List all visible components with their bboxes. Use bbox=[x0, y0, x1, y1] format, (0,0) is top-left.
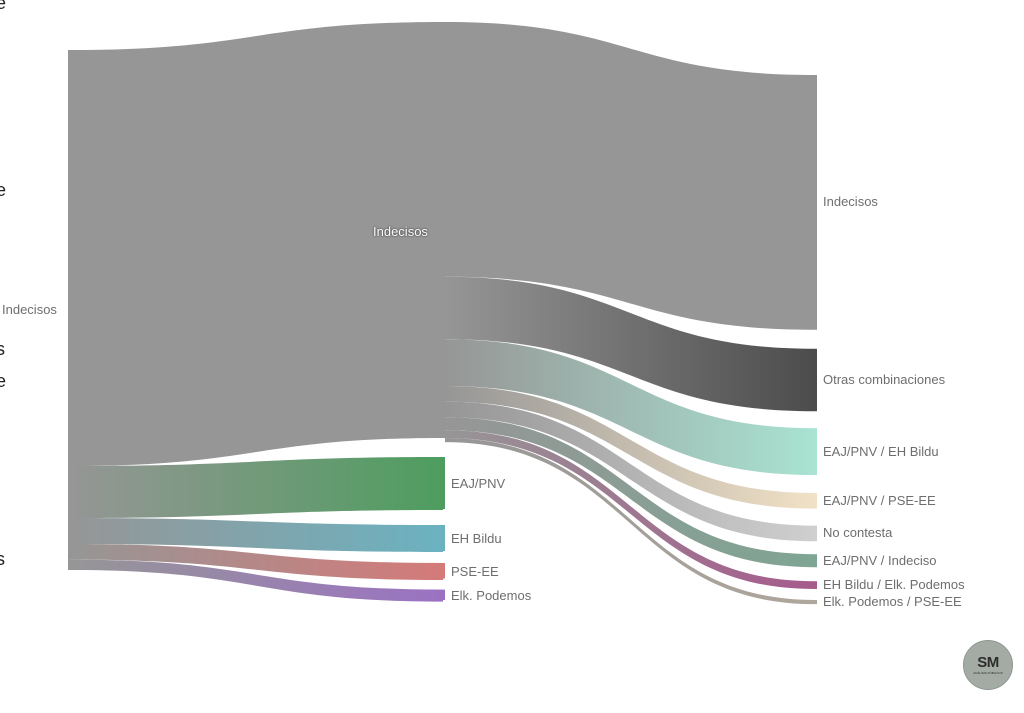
node-label-s0_indecisos: Indecisos bbox=[2, 302, 57, 317]
cropped-text-fragment: e bbox=[0, 371, 7, 391]
node-s2_otras bbox=[815, 348, 817, 412]
cropped-text-fragment: e bbox=[0, 180, 7, 200]
node-label-s2_bildu_pod: EH Bildu / Elk. Podemos bbox=[823, 577, 965, 593]
link-s1_indecisos-to-s2_pod_psee bbox=[445, 438, 815, 605]
link-s0_indecisos-to-s1_indecisos bbox=[70, 22, 443, 466]
link-s0_indecisos-to-s1_podemos bbox=[70, 559, 443, 602]
node-label-s1_eaj: EAJ/PNV bbox=[451, 475, 506, 491]
node-s2_eaj_bildu bbox=[815, 428, 817, 475]
cropped-text-fragment: e bbox=[0, 0, 7, 13]
node-label-s2_nc: No contesta bbox=[823, 525, 893, 541]
node-label-s2_eaj_ind: EAJ/PNV / Indeciso bbox=[823, 552, 937, 568]
node-label-s1_indecisos: Indecisos bbox=[373, 224, 428, 239]
link-s0_indecisos-to-s1_eaj bbox=[70, 457, 443, 518]
node-s1_podemos bbox=[443, 589, 445, 600]
node-s2_pod_psee bbox=[815, 600, 817, 605]
node-label-s1_bildu: EH Bildu bbox=[451, 530, 502, 546]
node-label-s1_podemos: Elk. Podemos bbox=[451, 587, 532, 603]
link-s1_indecisos-to-s2_otras bbox=[445, 276, 815, 412]
brand-logo: SM ANÁLISIS PÚBLICOS bbox=[963, 640, 1013, 690]
link-s1_indecisos-to-s2_bildu_pod bbox=[445, 430, 815, 589]
cropped-text-fragment: s bbox=[0, 339, 5, 359]
nodes-layer bbox=[68, 22, 817, 605]
node-label-s2_eaj_bildu: EAJ/PNV / EH Bildu bbox=[823, 443, 939, 459]
links-layer bbox=[70, 22, 815, 605]
cropped-text-fragment: s bbox=[0, 549, 5, 569]
node-s2_indecisos bbox=[815, 75, 817, 330]
node-s1_psee bbox=[443, 563, 445, 579]
link-s1_indecisos-to-s2_nc bbox=[445, 401, 815, 542]
link-s0_indecisos-to-s1_psee bbox=[70, 544, 443, 580]
link-s1_indecisos-to-s2_eaj_ind bbox=[445, 417, 815, 568]
logo-mark: SM bbox=[977, 654, 999, 671]
node-s2_nc bbox=[815, 525, 817, 542]
logo-subtext: ANÁLISIS PÚBLICOS bbox=[973, 671, 1003, 675]
node-s2_eaj_psee bbox=[815, 493, 817, 509]
link-s1_indecisos-to-s2_eaj_bildu bbox=[445, 339, 815, 475]
node-s2_bildu_pod bbox=[815, 581, 817, 589]
node-s0_indecisos bbox=[68, 50, 70, 570]
node-label-s2_eaj_psee: EAJ/PNV / PSE-EE bbox=[823, 492, 936, 508]
node-label-s2_pod_psee: Elk. Podemos / PSE-EE bbox=[823, 594, 962, 610]
node-label-s2_otras: Otras combinaciones bbox=[823, 372, 946, 387]
link-s0_indecisos-to-s1_bildu bbox=[70, 518, 443, 552]
link-s1_indecisos-to-s2_indecisos bbox=[445, 22, 815, 330]
node-s1_bildu bbox=[443, 525, 445, 551]
node-s1_eaj bbox=[443, 457, 445, 509]
node-s2_eaj_ind bbox=[815, 554, 817, 568]
node-label-s2_indecisos: Indecisos bbox=[823, 194, 878, 210]
node-label-s1_psee: PSE-EE bbox=[451, 563, 499, 579]
link-s1_indecisos-to-s2_eaj_psee bbox=[445, 386, 815, 509]
node-s1_indecisos bbox=[443, 22, 445, 438]
